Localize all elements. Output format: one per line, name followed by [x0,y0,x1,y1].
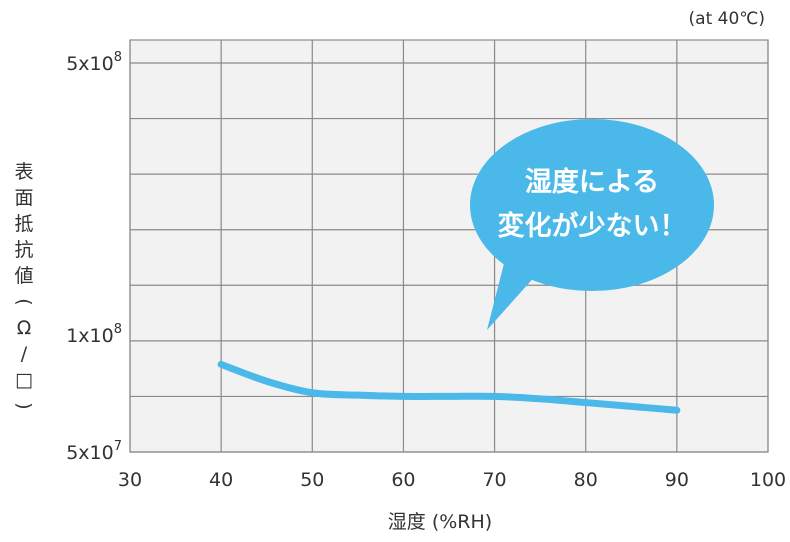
x-tick-label: 100 [750,469,786,491]
y-axis-title-char: 抵 [14,213,33,235]
y-axis-title-char: □ [15,369,33,391]
y-tick-label: 1x108 [66,322,122,347]
callout-text-line: 湿度による [525,166,659,198]
y-axis-title-char: 値 [14,265,33,287]
x-axis-title: 湿度 (%RH) [388,511,492,533]
y-axis-title-char: 表 [14,161,33,183]
condition-note: (at 40℃) [689,9,765,29]
x-tick-label: 50 [300,469,324,491]
x-tick-label: 70 [482,469,506,491]
x-tick-label: 40 [209,469,233,491]
x-tick-label: 80 [574,469,598,491]
callout-bubble [470,119,714,291]
series-layer [217,360,681,414]
y-axis-title-char: Ω [17,317,32,339]
callout-text-line: 変化が少ない！ [498,210,687,242]
x-tick-label: 90 [665,469,689,491]
y-tick-label: 5x107 [66,439,122,464]
y-axis-title-char: / [21,343,28,365]
x-tick-label: 60 [391,469,415,491]
series-line [217,360,681,414]
y-axis-title-char: 抗 [14,239,33,261]
y-axis-title-char: 面 [14,187,33,209]
tick-labels: 30 40 50 60 70 80 90 100 5x108 1x108 5x107 [66,50,786,491]
callout-tail [487,240,545,330]
x-tick-label: 30 [118,469,142,491]
plot-border [129,39,769,453]
y-axis-title-char: ( [13,298,35,305]
y-tick-label: 5x108 [66,50,122,75]
y-axis-title-char: ) [13,402,35,409]
